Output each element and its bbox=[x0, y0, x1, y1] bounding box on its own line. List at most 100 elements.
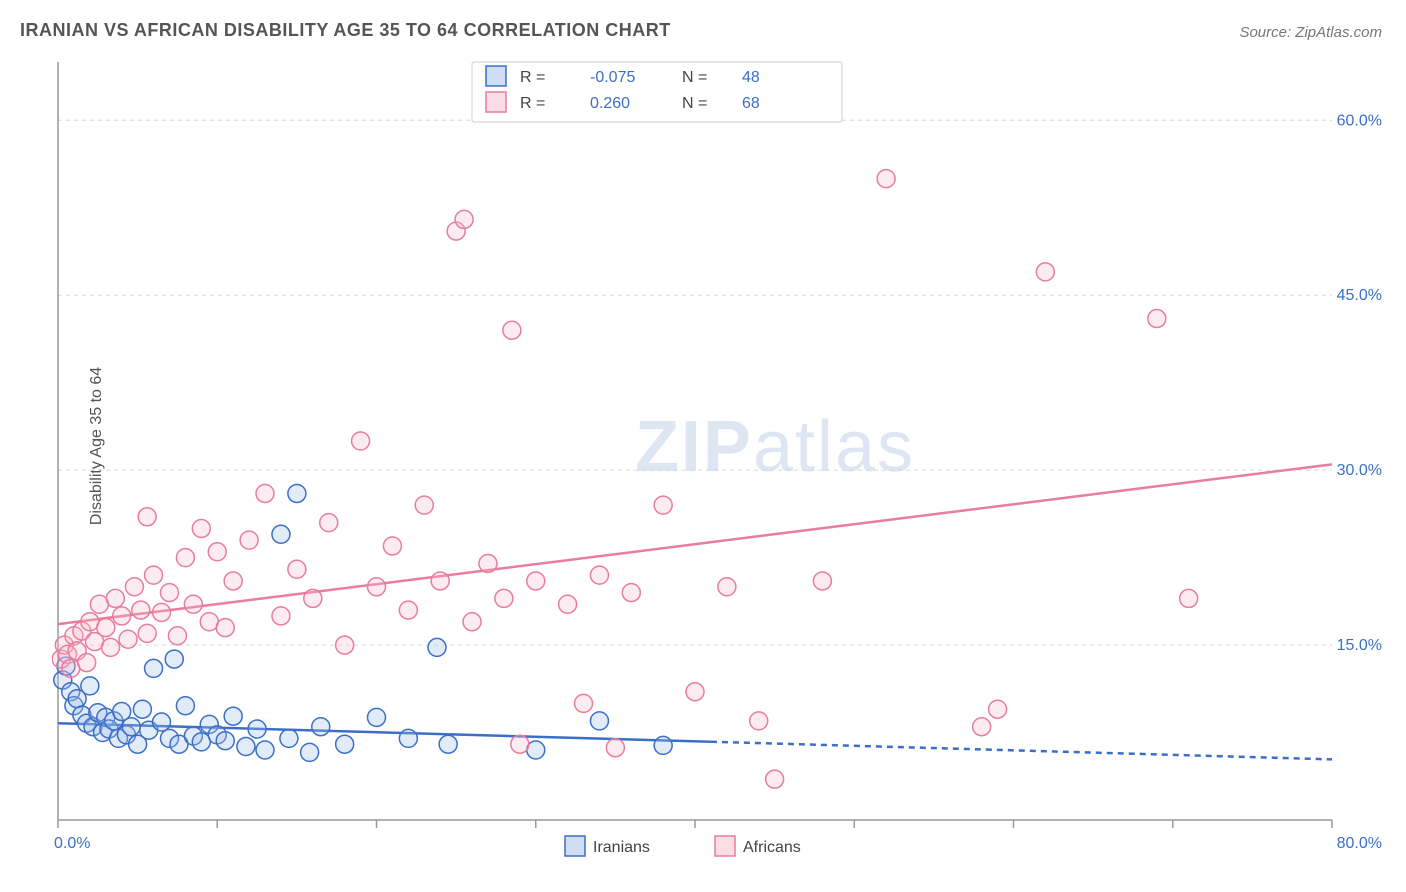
y-tick-label: 60.0% bbox=[1337, 112, 1382, 129]
data-point-africans bbox=[575, 694, 593, 712]
x-axis-max-label: 80.0% bbox=[1337, 835, 1382, 852]
bottom-legend-label-africans: Africans bbox=[743, 839, 801, 856]
data-point-iranians bbox=[312, 718, 330, 736]
data-point-africans bbox=[272, 607, 290, 625]
trend-line-dashed-iranians bbox=[711, 742, 1332, 760]
watermark: ZIPatlas bbox=[635, 407, 915, 487]
data-point-iranians bbox=[654, 736, 672, 754]
data-point-africans bbox=[622, 584, 640, 602]
x-axis-min-label: 0.0% bbox=[54, 835, 90, 852]
data-point-africans bbox=[176, 549, 194, 567]
data-point-africans bbox=[590, 566, 608, 584]
legend-r-label: R = bbox=[520, 69, 545, 86]
data-point-iranians bbox=[439, 735, 457, 753]
data-point-africans bbox=[654, 496, 672, 514]
y-tick-label: 45.0% bbox=[1337, 287, 1382, 304]
data-point-iranians bbox=[133, 700, 151, 718]
data-point-africans bbox=[1036, 263, 1054, 281]
chart-title: IRANIAN VS AFRICAN DISABILITY AGE 35 TO … bbox=[20, 20, 671, 41]
data-point-africans bbox=[606, 739, 624, 757]
y-tick-label: 15.0% bbox=[1337, 637, 1382, 654]
data-point-africans bbox=[718, 578, 736, 596]
data-point-iranians bbox=[165, 650, 183, 668]
data-point-iranians bbox=[301, 743, 319, 761]
data-point-iranians bbox=[122, 718, 140, 736]
data-point-africans bbox=[160, 584, 178, 602]
data-point-africans bbox=[877, 170, 895, 188]
data-point-iranians bbox=[153, 713, 171, 731]
data-point-africans bbox=[686, 683, 704, 701]
data-point-iranians bbox=[256, 741, 274, 759]
data-point-africans bbox=[97, 619, 115, 637]
data-point-africans bbox=[368, 578, 386, 596]
data-point-africans bbox=[463, 613, 481, 631]
legend-n-label: N = bbox=[682, 69, 707, 86]
data-point-africans bbox=[102, 638, 120, 656]
data-point-iranians bbox=[336, 735, 354, 753]
data-point-africans bbox=[479, 554, 497, 572]
data-point-africans bbox=[78, 654, 96, 672]
data-point-iranians bbox=[237, 738, 255, 756]
data-point-africans bbox=[208, 543, 226, 561]
data-point-africans bbox=[184, 595, 202, 613]
bottom-legend-swatch-iranians bbox=[565, 836, 585, 856]
data-point-africans bbox=[527, 572, 545, 590]
data-point-africans bbox=[145, 566, 163, 584]
data-point-africans bbox=[119, 630, 137, 648]
data-point-iranians bbox=[224, 707, 242, 725]
bottom-legend-swatch-africans bbox=[715, 836, 735, 856]
data-point-africans bbox=[240, 531, 258, 549]
correlation-scatter-chart: 15.0% 30.0% 45.0% 60.0% ZIPatlas R = -0.075 N =… bbox=[52, 52, 1386, 872]
legend-r-value: 0.260 bbox=[590, 95, 630, 112]
data-point-africans bbox=[989, 700, 1007, 718]
data-point-africans bbox=[138, 508, 156, 526]
data-point-africans bbox=[106, 589, 124, 607]
source-attribution: Source: ZipAtlas.com bbox=[1239, 24, 1382, 41]
data-point-africans bbox=[511, 735, 529, 753]
data-point-africans bbox=[1148, 310, 1166, 328]
data-point-africans bbox=[455, 210, 473, 228]
data-point-africans bbox=[304, 589, 322, 607]
data-point-africans bbox=[503, 321, 521, 339]
data-point-africans bbox=[256, 484, 274, 502]
legend-swatch-africans bbox=[486, 92, 506, 112]
data-point-africans bbox=[288, 560, 306, 578]
data-point-africans bbox=[766, 770, 784, 788]
data-point-africans bbox=[168, 627, 186, 645]
data-point-africans bbox=[399, 601, 417, 619]
data-point-africans bbox=[813, 572, 831, 590]
data-point-africans bbox=[495, 589, 513, 607]
data-point-africans bbox=[431, 572, 449, 590]
data-point-iranians bbox=[216, 732, 234, 750]
legend-r-label: R = bbox=[520, 95, 545, 112]
data-point-africans bbox=[352, 432, 370, 450]
data-point-africans bbox=[113, 607, 131, 625]
bottom-legend-label-iranians: Iranians bbox=[593, 839, 650, 856]
data-point-africans bbox=[415, 496, 433, 514]
data-point-iranians bbox=[248, 720, 266, 738]
data-point-africans bbox=[1180, 589, 1198, 607]
data-point-africans bbox=[153, 603, 171, 621]
data-point-africans bbox=[224, 572, 242, 590]
legend-swatch-iranians bbox=[486, 66, 506, 86]
data-point-iranians bbox=[428, 638, 446, 656]
data-point-africans bbox=[750, 712, 768, 730]
data-point-africans bbox=[125, 578, 143, 596]
legend-r-value: -0.075 bbox=[590, 69, 635, 86]
legend-n-value: 68 bbox=[742, 95, 760, 112]
data-point-africans bbox=[320, 514, 338, 532]
data-point-africans bbox=[336, 636, 354, 654]
legend-n-value: 48 bbox=[742, 69, 760, 86]
data-point-africans bbox=[138, 624, 156, 642]
data-point-iranians bbox=[288, 484, 306, 502]
data-point-iranians bbox=[399, 729, 417, 747]
y-tick-label: 30.0% bbox=[1337, 462, 1382, 479]
data-point-africans bbox=[192, 519, 210, 537]
data-point-iranians bbox=[368, 708, 386, 726]
data-point-africans bbox=[559, 595, 577, 613]
data-point-africans bbox=[383, 537, 401, 555]
data-point-africans bbox=[216, 619, 234, 637]
data-point-iranians bbox=[145, 659, 163, 677]
data-point-iranians bbox=[280, 729, 298, 747]
data-point-africans bbox=[973, 718, 991, 736]
